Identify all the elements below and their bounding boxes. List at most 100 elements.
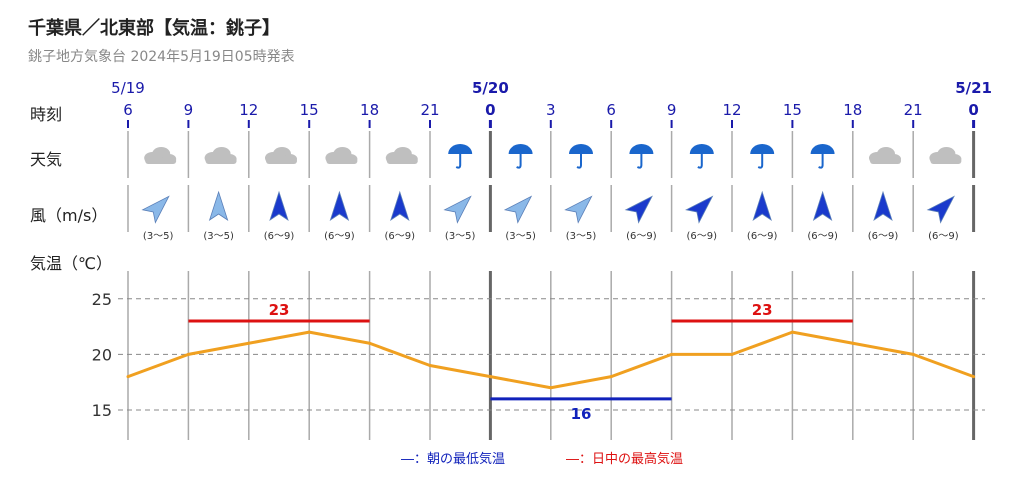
cloud-part (145, 158, 177, 164)
date-label: 5/20 (472, 79, 509, 97)
umbrella-handle (576, 154, 582, 169)
cloud-icon (869, 147, 901, 164)
umbrella-handle (636, 154, 643, 169)
legend-min-temp: ―：朝の最低気温 (401, 448, 505, 467)
umbrella-canopy (508, 144, 533, 154)
umbrella-icon (810, 144, 835, 169)
temperature-point (609, 375, 613, 379)
temperature-point (670, 352, 674, 356)
temperature-point (488, 375, 492, 379)
wind-arrow-icon (269, 190, 289, 221)
umbrella-handle (818, 154, 824, 169)
temperature-point (428, 364, 432, 368)
temperature-point (126, 375, 130, 379)
wind-speed-label: (6〜9) (264, 231, 295, 242)
wind-arrow-icon (329, 190, 350, 221)
umbrella-canopy (629, 144, 654, 154)
date-label: 5/21 (955, 79, 992, 97)
umbrella-handle (455, 154, 462, 169)
umbrella-canopy (750, 144, 775, 154)
wind-arrow-shape (812, 190, 833, 221)
umbrella-icon (629, 144, 654, 169)
umbrella-canopy (448, 144, 473, 154)
wind-arrow-shape (752, 190, 772, 221)
legend-max-temp: ―：日中の最高気温 (566, 448, 683, 467)
temperature-point (911, 352, 915, 356)
wind-arrow-shape (873, 190, 893, 221)
umbrella-handle (697, 154, 703, 169)
wind-speed-label: (6〜9) (928, 231, 959, 242)
cloud-icon (929, 147, 962, 164)
hour-label: 21 (904, 101, 923, 119)
wind-arrow-icon (873, 190, 893, 221)
hour-label: 18 (360, 101, 379, 119)
min-temp-label: 16 (571, 405, 592, 423)
wind-arrow-icon (443, 195, 472, 224)
y-tick-label: 20 (92, 345, 112, 364)
umbrella-handle (516, 154, 522, 169)
cloud-part (326, 158, 358, 164)
wind-arrow-icon (752, 190, 772, 221)
wind-arrow-shape (503, 195, 533, 224)
wind-arrow-icon (390, 190, 410, 221)
date-label: 5/19 (111, 79, 145, 97)
wind-arrow-icon (926, 195, 955, 224)
umbrella-handle (757, 154, 764, 169)
wind-speed-label: (3〜5) (143, 231, 174, 242)
hour-label: 15 (300, 101, 319, 119)
wind-arrow-shape (329, 190, 350, 221)
forecast-source: 銚子地方気象台 2024年5月19日05時発表 (28, 49, 295, 65)
hour-label: 12 (722, 101, 741, 119)
wind-speed-label: (3〜5) (445, 231, 476, 242)
temperature-point (307, 330, 311, 334)
wind-speed-label: (3〜5) (203, 231, 234, 242)
wind-arrow-shape (208, 190, 229, 221)
umbrella-icon (750, 144, 775, 169)
wind-speed-label: (6〜9) (324, 231, 355, 242)
hour-label: 18 (843, 101, 862, 119)
umbrella-icon (448, 144, 473, 169)
umbrella-icon (508, 144, 533, 169)
temperature-row-label: 気温（℃） (30, 254, 112, 273)
hour-label: 6 (606, 101, 616, 119)
hour-label: 0 (968, 101, 978, 119)
hour-label: 0 (485, 101, 495, 119)
wind-arrow-icon (624, 195, 653, 224)
umbrella-canopy (689, 144, 714, 154)
hour-label: 12 (239, 101, 258, 119)
wind-arrow-icon (812, 190, 833, 221)
wind-arrow-icon (208, 190, 229, 221)
umbrella-canopy (569, 144, 593, 154)
umbrella-icon (689, 144, 714, 169)
hour-label: 21 (420, 101, 439, 119)
max-temp-label: 23 (752, 301, 773, 319)
umbrella-icon (569, 144, 593, 169)
wind-speed-label: (6〜9) (747, 231, 778, 242)
temperature-point (790, 330, 794, 334)
cloud-part (386, 158, 418, 164)
umbrella-canopy (810, 144, 835, 154)
cloud-icon (144, 147, 177, 164)
temperature-point (368, 341, 372, 345)
cloud-icon (265, 147, 297, 164)
cloud-icon (204, 147, 237, 164)
hour-label: 9 (184, 101, 194, 119)
temperature-point (730, 352, 734, 356)
wind-speed-label: (6〜9) (807, 231, 838, 242)
wind-arrow-shape (685, 195, 714, 224)
cloud-part (930, 158, 962, 164)
cloud-part (870, 158, 901, 164)
wind-speed-label: (3〜5) (566, 231, 597, 242)
wind-arrow-shape (269, 190, 289, 221)
time-row-label: 時刻 (30, 105, 63, 124)
hour-label: 6 (123, 101, 133, 119)
wind-arrow-shape (564, 195, 593, 224)
page-title: 千葉県／北東部【気温：銚子】 (28, 18, 280, 39)
wind-speed-label: (6〜9) (687, 231, 718, 242)
legend-max-label: ―：日中の最高気温 (566, 452, 684, 467)
wind-arrow-shape (390, 190, 410, 221)
wind-speed-label: (6〜9) (626, 231, 657, 242)
max-temp-label: 23 (269, 301, 290, 319)
temperature-point (851, 341, 855, 345)
